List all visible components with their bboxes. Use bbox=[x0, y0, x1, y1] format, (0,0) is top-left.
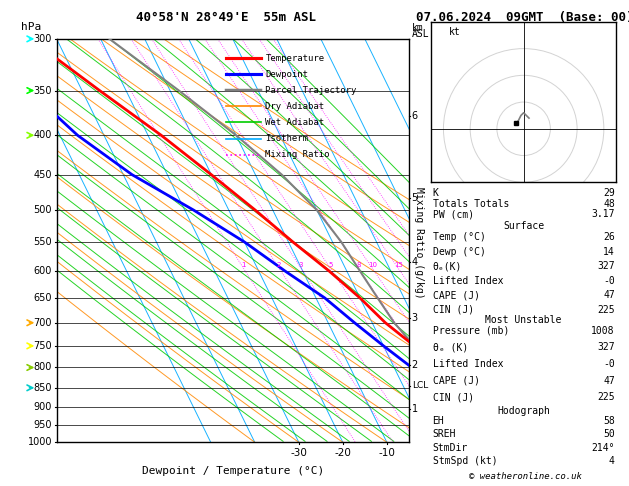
Text: 850: 850 bbox=[33, 383, 52, 393]
Text: 350: 350 bbox=[33, 86, 52, 96]
Text: 50: 50 bbox=[603, 429, 615, 439]
Text: StmSpd (kt): StmSpd (kt) bbox=[433, 456, 497, 466]
Text: 14: 14 bbox=[603, 247, 615, 257]
Text: 3.17: 3.17 bbox=[591, 209, 615, 219]
Text: 47: 47 bbox=[603, 376, 615, 386]
Text: 5: 5 bbox=[411, 193, 418, 203]
Text: -0: -0 bbox=[603, 359, 615, 369]
Text: K: K bbox=[433, 188, 438, 198]
Text: CIN (J): CIN (J) bbox=[433, 392, 474, 402]
Text: 950: 950 bbox=[33, 420, 52, 430]
Text: -10: -10 bbox=[379, 448, 395, 457]
Text: 2: 2 bbox=[411, 361, 418, 370]
Text: 750: 750 bbox=[33, 341, 52, 351]
Text: 1008: 1008 bbox=[591, 326, 615, 336]
Text: 327: 327 bbox=[597, 261, 615, 271]
Text: kt: kt bbox=[449, 27, 460, 37]
Text: 58: 58 bbox=[603, 416, 615, 426]
Text: 2: 2 bbox=[277, 262, 281, 268]
Text: Wet Adiabat: Wet Adiabat bbox=[265, 118, 325, 127]
Text: 40°58'N 28°49'E  55m ASL: 40°58'N 28°49'E 55m ASL bbox=[136, 11, 316, 24]
Text: Mixing Ratio (g/kg): Mixing Ratio (g/kg) bbox=[414, 187, 424, 299]
Text: ASL: ASL bbox=[412, 29, 430, 39]
Text: km: km bbox=[412, 23, 424, 33]
Text: 1000: 1000 bbox=[28, 437, 52, 447]
Text: -30: -30 bbox=[291, 448, 307, 457]
Text: 450: 450 bbox=[33, 170, 52, 180]
Text: 900: 900 bbox=[34, 402, 52, 412]
Text: 300: 300 bbox=[34, 34, 52, 44]
Text: 650: 650 bbox=[33, 293, 52, 303]
Text: StmDir: StmDir bbox=[433, 443, 468, 452]
Text: θₑ (K): θₑ (K) bbox=[433, 343, 468, 352]
Text: θₑ(K): θₑ(K) bbox=[433, 261, 462, 271]
Text: Pressure (mb): Pressure (mb) bbox=[433, 326, 509, 336]
Text: Dewpoint: Dewpoint bbox=[265, 70, 308, 79]
Text: CAPE (J): CAPE (J) bbox=[433, 291, 479, 300]
Text: 700: 700 bbox=[33, 318, 52, 328]
Text: 8: 8 bbox=[356, 262, 360, 268]
Text: 3: 3 bbox=[411, 313, 418, 323]
Text: 550: 550 bbox=[33, 237, 52, 247]
Text: 47: 47 bbox=[603, 291, 615, 300]
Text: EH: EH bbox=[433, 416, 444, 426]
Text: 600: 600 bbox=[34, 266, 52, 276]
Text: Isotherm: Isotherm bbox=[265, 134, 308, 143]
Text: LCL: LCL bbox=[411, 382, 428, 390]
Text: Totals Totals: Totals Totals bbox=[433, 199, 509, 209]
Text: Dry Adiabat: Dry Adiabat bbox=[265, 102, 325, 111]
Text: 5: 5 bbox=[328, 262, 333, 268]
Text: 327: 327 bbox=[597, 343, 615, 352]
Text: Dewp (°C): Dewp (°C) bbox=[433, 247, 486, 257]
Text: 225: 225 bbox=[597, 392, 615, 402]
Text: Surface: Surface bbox=[503, 221, 544, 231]
Text: 3: 3 bbox=[299, 262, 303, 268]
Text: 400: 400 bbox=[34, 130, 52, 140]
Text: Temperature: Temperature bbox=[265, 54, 325, 63]
Text: 10: 10 bbox=[368, 262, 377, 268]
Text: 1: 1 bbox=[242, 262, 246, 268]
Text: Temp (°C): Temp (°C) bbox=[433, 232, 486, 242]
Text: 214°: 214° bbox=[591, 443, 615, 452]
Text: 4: 4 bbox=[411, 257, 418, 267]
Text: Lifted Index: Lifted Index bbox=[433, 359, 503, 369]
Text: 07.06.2024  09GMT  (Base: 00): 07.06.2024 09GMT (Base: 00) bbox=[416, 11, 629, 24]
Text: 4: 4 bbox=[609, 456, 615, 466]
Text: PW (cm): PW (cm) bbox=[433, 209, 474, 219]
Text: Most Unstable: Most Unstable bbox=[486, 315, 562, 325]
Text: Lifted Index: Lifted Index bbox=[433, 276, 503, 286]
Text: 48: 48 bbox=[603, 199, 615, 209]
Text: CIN (J): CIN (J) bbox=[433, 305, 474, 315]
Text: 800: 800 bbox=[34, 363, 52, 372]
Text: 225: 225 bbox=[597, 305, 615, 315]
Text: 6: 6 bbox=[411, 111, 418, 122]
Text: Dewpoint / Temperature (°C): Dewpoint / Temperature (°C) bbox=[142, 466, 324, 476]
Text: 29: 29 bbox=[603, 188, 615, 198]
Text: 15: 15 bbox=[394, 262, 403, 268]
Text: -0: -0 bbox=[603, 276, 615, 286]
Text: 26: 26 bbox=[603, 232, 615, 242]
Text: Mixing Ratio: Mixing Ratio bbox=[265, 150, 330, 159]
Text: CAPE (J): CAPE (J) bbox=[433, 376, 479, 386]
Text: © weatheronline.co.uk: © weatheronline.co.uk bbox=[469, 472, 582, 481]
Text: -20: -20 bbox=[335, 448, 351, 457]
Text: SREH: SREH bbox=[433, 429, 456, 439]
Text: Hodograph: Hodograph bbox=[497, 406, 550, 416]
Text: 1: 1 bbox=[411, 404, 418, 414]
Text: 500: 500 bbox=[33, 205, 52, 215]
Text: hPa: hPa bbox=[21, 22, 42, 32]
Text: Parcel Trajectory: Parcel Trajectory bbox=[265, 86, 357, 95]
